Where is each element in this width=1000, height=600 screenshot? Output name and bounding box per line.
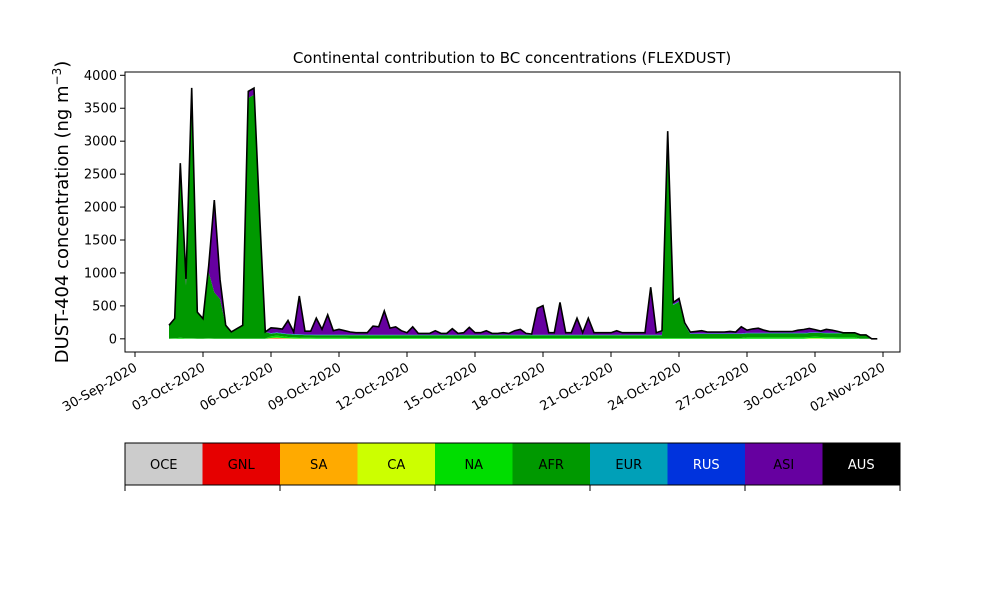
y-tick-label: 3000 — [84, 135, 117, 150]
y-tick-label: 2000 — [84, 201, 117, 216]
y-tick-label: 0 — [109, 332, 117, 347]
legend-frame — [124, 442, 901, 486]
total-outline — [168, 86, 878, 340]
legend-swatch-afr — [512, 443, 590, 485]
axes-frame — [124, 71, 901, 353]
legend-swatch-aus — [822, 443, 900, 485]
legend-label-sa: SA — [310, 458, 327, 473]
legend-swatch-rus — [667, 443, 745, 485]
y-tick-label: 2500 — [84, 168, 117, 183]
legend-label-asi: ASI — [773, 458, 794, 473]
legend-label-rus: RUS — [693, 458, 720, 473]
stacked-area-layer — [169, 87, 878, 339]
legend-swatch-na — [435, 443, 513, 485]
continent-legend: OCE GNL SA CA NA AFR EUR RUS ASI AUS — [124, 442, 901, 491]
legend-swatch-gnl — [202, 443, 280, 485]
legend-label-aus: AUS — [848, 458, 875, 473]
legend-swatch-eur — [590, 443, 668, 485]
legend-label-oce: OCE — [150, 458, 178, 473]
y-axis-label-main: DUST-404 concentration (ng m — [52, 85, 73, 363]
y-tick-label: 1000 — [84, 266, 117, 281]
legend-swatch-sa — [280, 443, 358, 485]
legend-label-na: NA — [464, 458, 483, 473]
y-axis-label-exponent: −3 — [50, 68, 64, 86]
legend-swatch-asi — [745, 443, 823, 485]
area-series-ca — [169, 337, 878, 339]
legend-label-ca: CA — [387, 458, 405, 473]
total-outline-layer — [168, 86, 878, 340]
y-axis-label-close: ) — [52, 61, 73, 68]
legend-swatch-ca — [357, 443, 435, 485]
legend-label-gnl: GNL — [228, 458, 256, 473]
y-axis: 0 500 1000 1500 2000 2500 3000 3500 4000 — [84, 69, 125, 347]
chart-title: Continental contribution to BC concentra… — [293, 49, 731, 67]
y-tick-label: 1500 — [84, 234, 117, 249]
y-tick-label: 4000 — [84, 69, 117, 84]
legend-swatch-oce — [125, 443, 203, 485]
legend-label-afr: AFR — [539, 458, 564, 473]
y-tick-label: 500 — [92, 299, 117, 314]
y-tick-label: 3500 — [84, 102, 117, 117]
legend-label-eur: EUR — [615, 458, 642, 473]
y-axis-label: DUST-404 concentration (ng m−3) — [50, 61, 73, 364]
